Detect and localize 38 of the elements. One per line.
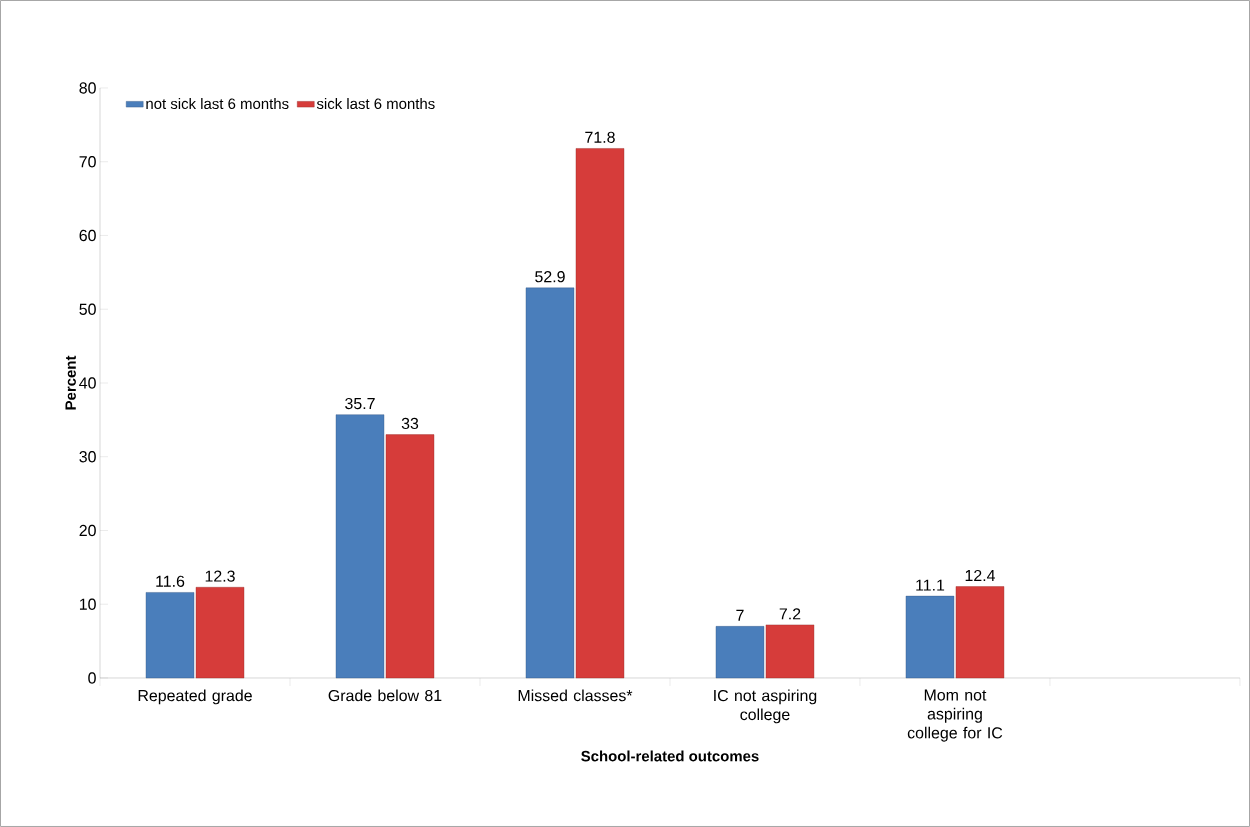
y-tick-label: 40	[79, 377, 96, 389]
bar	[955, 586, 1005, 679]
legend-label: not sick last 6 months	[146, 98, 289, 110]
bar	[765, 624, 815, 679]
x-tick-label: Repeated grade	[138, 689, 252, 705]
y-tick-label: 80	[79, 82, 96, 94]
y-tick-label: 10	[79, 598, 96, 610]
data-label: 12.4	[965, 569, 996, 582]
y-tick-label: 0	[88, 672, 96, 684]
y-tick-label: 50	[79, 303, 96, 315]
x-tick-label: Mom not aspiring college for IC	[907, 689, 1003, 742]
data-label: 11.1	[916, 579, 945, 591]
y-tick-label: 60	[79, 229, 96, 242]
y-tick-label: 30	[79, 451, 96, 463]
data-label: 7.2	[779, 608, 801, 620]
bar	[195, 587, 245, 679]
x-tick-label: IC not aspiring college	[714, 689, 817, 724]
data-label: 33	[401, 417, 419, 430]
bar	[385, 434, 435, 679]
bar	[145, 592, 195, 679]
x-tick-label: Grade below 81	[328, 689, 442, 702]
data-label: 7	[736, 609, 744, 621]
bar	[335, 414, 385, 679]
data-label: 12.3	[205, 570, 235, 582]
data-label: 11.6	[156, 575, 185, 587]
bar	[525, 287, 575, 679]
y-tick-label: 70	[79, 156, 96, 168]
data-label: 52.9	[535, 271, 565, 283]
data-label: 35.7	[345, 397, 375, 410]
legend-label: sick last 6 months	[316, 98, 435, 110]
x-tick-label: Missed classes*	[518, 689, 633, 702]
data-label: 71.8	[585, 131, 615, 143]
bar	[715, 626, 765, 679]
y-tick-label: 20	[79, 524, 96, 537]
bar	[905, 595, 955, 679]
x-axis-title: School-related outcomes	[581, 750, 759, 762]
bar	[575, 148, 625, 679]
y-axis-title: Percent	[65, 355, 76, 410]
